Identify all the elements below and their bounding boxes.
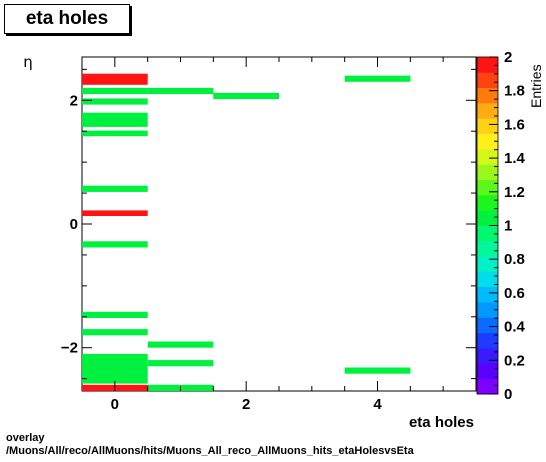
heatmap-cell bbox=[82, 130, 148, 137]
color-scale-band bbox=[477, 102, 498, 119]
x-axis-label: eta holes bbox=[409, 414, 474, 431]
heatmap-cell bbox=[82, 329, 148, 336]
color-scale-band bbox=[477, 302, 498, 318]
z-tick-label: 0.6 bbox=[504, 285, 525, 302]
color-scale-band bbox=[477, 179, 498, 196]
heatmap-cell bbox=[82, 210, 148, 216]
z-tick-label: 0.4 bbox=[504, 319, 526, 336]
x-tick-label: 4 bbox=[373, 396, 382, 413]
z-tick-label: 1.2 bbox=[504, 184, 525, 201]
z-tick-label: 1.8 bbox=[504, 83, 525, 100]
y-axis-ticks: −2 0 2 bbox=[61, 68, 476, 380]
z-axis-label: Entries bbox=[528, 64, 544, 108]
heatmap-cell bbox=[147, 360, 214, 367]
x-tick-label: 0 bbox=[111, 396, 119, 413]
z-tick-label: 1.6 bbox=[504, 116, 525, 133]
color-scale-band bbox=[477, 256, 498, 272]
heatmap-cell bbox=[82, 87, 148, 95]
heatmap-cell bbox=[344, 75, 411, 82]
color-scale-band bbox=[477, 332, 498, 349]
color-scale-band bbox=[477, 164, 498, 180]
color-scale-band bbox=[477, 148, 498, 165]
heatmap-cell bbox=[82, 185, 148, 192]
color-scale-band bbox=[477, 133, 498, 150]
heatmap-cell bbox=[82, 353, 148, 384]
z-tick-label: 0.8 bbox=[504, 251, 525, 268]
z-tick-label: 0.2 bbox=[504, 352, 525, 369]
color-scale-band bbox=[477, 72, 498, 89]
z-tick-label: 2 bbox=[504, 49, 512, 66]
x-tick-label: 2 bbox=[242, 396, 250, 413]
heatmap-cell bbox=[82, 112, 148, 127]
color-scale-band bbox=[477, 87, 498, 104]
color-scale-band bbox=[477, 317, 498, 334]
footer-overlay-label: overlay bbox=[6, 432, 45, 444]
z-tick-label: 0 bbox=[504, 386, 512, 403]
y-tick-label: 2 bbox=[70, 92, 78, 109]
color-scale-band bbox=[477, 240, 498, 257]
color-scale-band bbox=[477, 286, 498, 303]
y-axis-label: η bbox=[23, 53, 33, 71]
plot-frame bbox=[81, 56, 477, 392]
y-tick-label: 0 bbox=[70, 216, 78, 233]
color-scale-band bbox=[477, 225, 498, 242]
color-scale-band bbox=[477, 271, 498, 288]
color-scale: 0 0.2 0.4 0.6 0.8 1 1.2 1.4 1.6 1.8 2 bbox=[476, 49, 526, 403]
heatmap-cell bbox=[344, 367, 411, 374]
color-scale-band bbox=[477, 348, 498, 364]
heatmap-cell bbox=[82, 98, 148, 105]
color-scale-band bbox=[477, 118, 498, 134]
x-axis-ticks: 0 2 4 bbox=[111, 57, 444, 413]
heatmap-cell bbox=[82, 311, 148, 318]
heatmap-cell bbox=[213, 92, 279, 100]
heatmap-cell bbox=[147, 87, 214, 95]
heatmap-cell bbox=[82, 73, 148, 85]
z-tick-label: 1 bbox=[504, 218, 512, 235]
color-scale-band bbox=[477, 363, 498, 380]
histogram-title: eta holes bbox=[4, 4, 130, 34]
color-scale-band bbox=[477, 194, 498, 211]
color-scale-band bbox=[477, 57, 498, 73]
footer-histogram-path: /Muons/All/reco/AllMuons/hits/Muons_All_… bbox=[6, 445, 414, 457]
color-scale-band bbox=[477, 378, 498, 395]
y-tick-label: −2 bbox=[61, 340, 78, 357]
heatmap-cell bbox=[147, 341, 214, 348]
color-scale-band bbox=[477, 210, 498, 226]
heatmap-cell bbox=[82, 241, 148, 248]
z-tick-label: 1.4 bbox=[504, 150, 526, 167]
